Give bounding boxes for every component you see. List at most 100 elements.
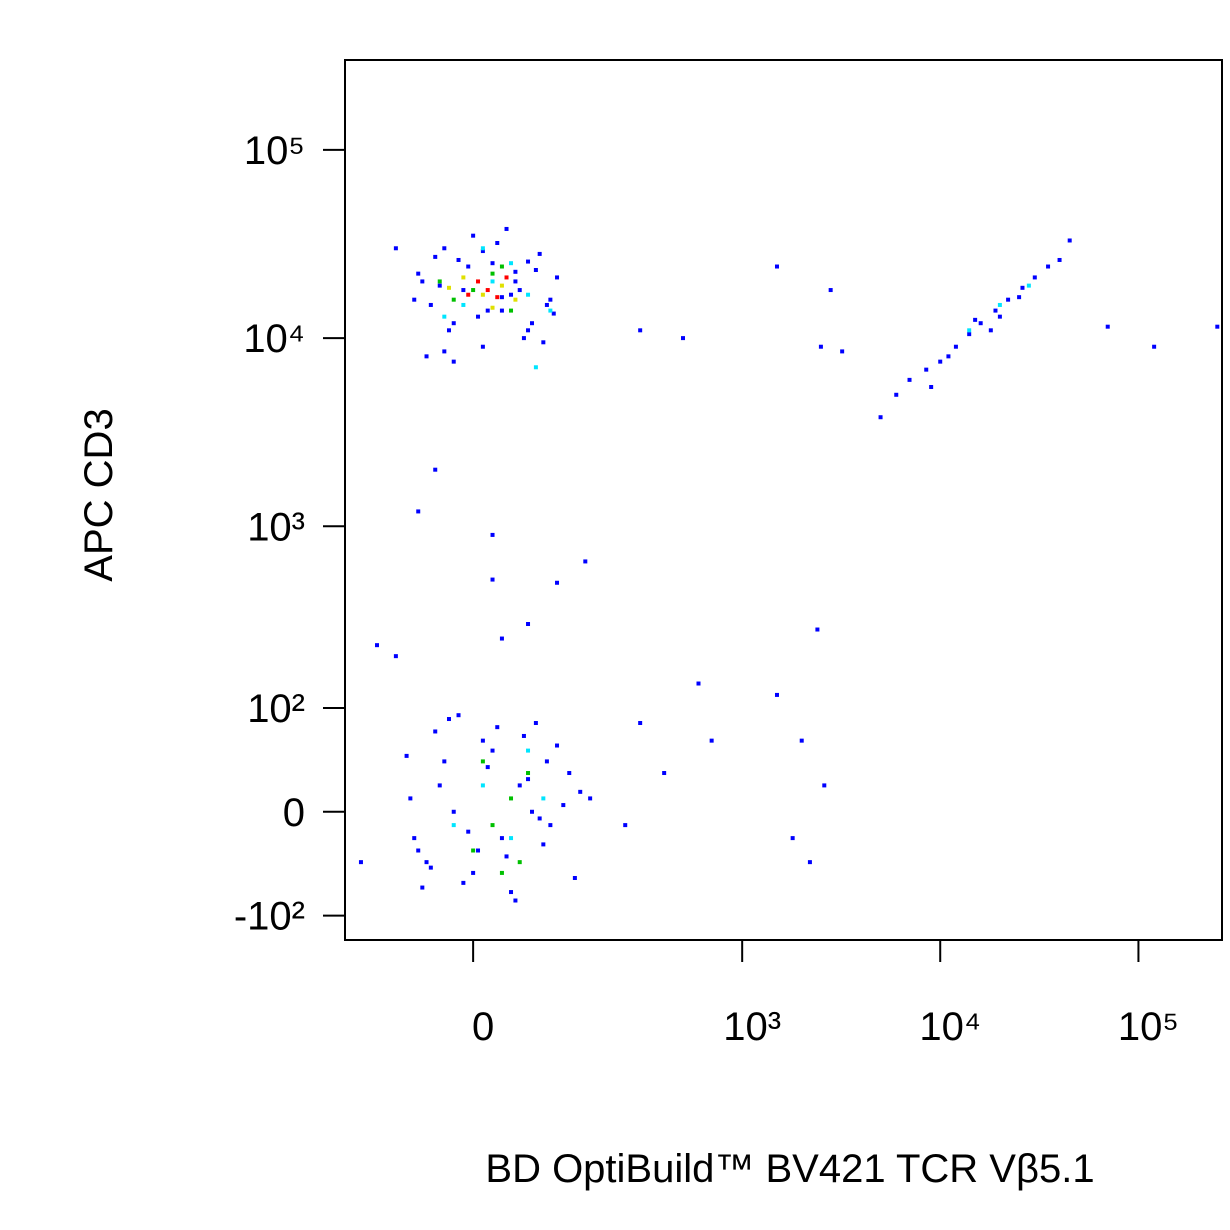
- data-point: [807, 860, 812, 865]
- data-point: [548, 297, 553, 302]
- data-point: [588, 796, 593, 801]
- data-point: [1032, 275, 1037, 280]
- data-point: [408, 796, 413, 801]
- data-point: [828, 288, 833, 293]
- y-tick-label: 10⁵: [244, 129, 305, 173]
- data-point: [946, 354, 951, 359]
- data-point: [428, 865, 433, 870]
- data-point: [490, 279, 495, 284]
- data-point: [544, 759, 549, 764]
- data-point: [480, 344, 485, 349]
- data-point: [499, 308, 504, 313]
- data-point: [790, 836, 795, 841]
- y-axis-label: APC CD3: [77, 408, 121, 581]
- data-point: [709, 738, 714, 743]
- data-point: [541, 842, 546, 847]
- data-point: [490, 748, 495, 753]
- data-point: [517, 288, 522, 293]
- data-point: [1152, 344, 1157, 349]
- data-point: [993, 308, 998, 313]
- data-point: [490, 532, 495, 537]
- data-point: [1046, 264, 1051, 269]
- data-point: [446, 328, 451, 333]
- data-point: [437, 283, 442, 288]
- data-point: [393, 654, 398, 659]
- data-point: [456, 713, 461, 718]
- data-point: [533, 721, 538, 726]
- data-point: [561, 803, 566, 808]
- data-point: [1017, 295, 1022, 300]
- y-tick-label: 0: [283, 791, 305, 835]
- data-point: [416, 848, 421, 853]
- data-point: [499, 295, 504, 300]
- data-point: [404, 753, 409, 758]
- data-point: [997, 314, 1002, 319]
- data-point: [638, 328, 643, 333]
- data-point: [485, 308, 490, 313]
- data-point: [548, 308, 553, 313]
- data-point: [696, 681, 701, 686]
- data-point: [504, 226, 509, 231]
- data-point: [541, 796, 546, 801]
- data-point: [490, 261, 495, 266]
- data-point: [480, 246, 485, 251]
- data-point: [485, 288, 490, 293]
- y-tick-label: 10²: [247, 687, 305, 731]
- x-tick-label: 0: [472, 1005, 494, 1049]
- data-point: [938, 359, 943, 364]
- data-point: [461, 288, 466, 293]
- data-point: [442, 759, 447, 764]
- data-point: [526, 328, 531, 333]
- data-point: [461, 302, 466, 307]
- data-point: [567, 771, 572, 776]
- data-point: [442, 246, 447, 251]
- data-point: [840, 349, 845, 354]
- data-point: [420, 885, 425, 890]
- data-point: [451, 809, 456, 814]
- data-point: [451, 321, 456, 326]
- data-point: [526, 292, 531, 297]
- y-tick-label: -10²: [234, 895, 305, 939]
- data-point: [1215, 324, 1220, 329]
- data-point: [537, 251, 542, 256]
- data-point: [456, 257, 461, 262]
- x-axis-label: BD OptiBuild™ BV421 TCR Vβ5.1: [485, 1147, 1094, 1191]
- data-point: [495, 241, 500, 246]
- data-point: [499, 836, 504, 841]
- x-tick-label: 10⁴: [919, 1005, 981, 1049]
- data-point: [485, 765, 490, 770]
- data-point: [490, 271, 495, 276]
- data-point: [393, 246, 398, 251]
- data-point: [548, 823, 553, 828]
- data-point: [578, 789, 583, 794]
- data-point: [424, 860, 429, 865]
- data-point: [451, 823, 456, 828]
- data-point: [924, 367, 929, 372]
- data-point: [499, 264, 504, 269]
- data-point: [480, 759, 485, 764]
- data-point: [466, 264, 471, 269]
- data-point: [471, 233, 476, 238]
- data-point: [988, 328, 993, 333]
- data-point: [555, 580, 560, 585]
- data-point: [499, 636, 504, 641]
- data-point: [412, 297, 417, 302]
- data-point: [526, 622, 531, 627]
- data-point: [461, 275, 466, 280]
- data-point: [513, 297, 518, 302]
- data-point: [774, 264, 779, 269]
- data-point: [471, 288, 476, 293]
- data-point: [446, 717, 451, 722]
- data-point: [509, 890, 514, 895]
- data-point: [471, 848, 476, 853]
- data-point: [509, 308, 514, 313]
- data-point: [509, 836, 514, 841]
- data-point: [509, 261, 514, 266]
- plot-frame: [344, 59, 1223, 941]
- data-point: [437, 783, 442, 788]
- y-tick-label: 10⁴: [243, 317, 305, 361]
- data-point: [623, 823, 628, 828]
- data-point: [526, 748, 531, 753]
- data-point: [530, 809, 535, 814]
